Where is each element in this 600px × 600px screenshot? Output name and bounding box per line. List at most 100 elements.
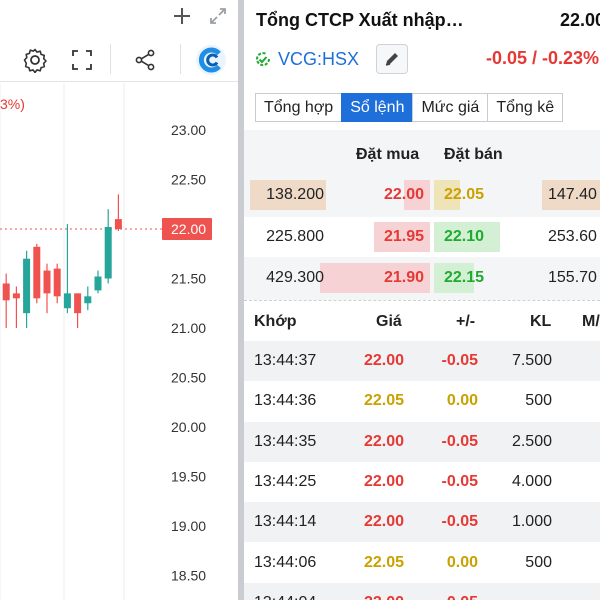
trade-volume: 500 (525, 553, 552, 571)
candle-body (74, 293, 82, 314)
trade-change: -0.05 (441, 513, 478, 531)
candle-body (12, 293, 20, 299)
bid-header: Đặt mua (356, 146, 420, 163)
tab-tong-ke[interactable]: Tổng kê (487, 93, 564, 122)
chart-panel[interactable]: 23.00 22.50 21.50 21.00 20.50 20.00 19.50 19.00… (0, 0, 238, 600)
edit-button[interactable] (376, 44, 408, 74)
trade-change: 0.00 (446, 392, 478, 410)
trade-time: 13:44:04 (254, 594, 316, 600)
tab-bar: Tổng hợp Sổ lệnh Mức giá Tổng kê (255, 93, 564, 122)
ask-price: 22.05 (444, 186, 485, 203)
trade-change: -0.05 (441, 472, 478, 490)
col-header-price: Giá (376, 313, 402, 330)
tab-so-lenh[interactable]: Sổ lệnh (341, 93, 414, 122)
trade-change: 0.00 (446, 553, 478, 571)
stock-detail-panel: Tổng CTCP Xuất nhập… 22.00 VCG:HSX -0.05… (244, 0, 600, 600)
tab-tong-hop[interactable]: Tổng hợp (255, 93, 343, 122)
order-book-row[interactable]: 225.800 21.95 22.10 253.60 (244, 217, 600, 257)
y-axis-tick-label: 18.50 (171, 568, 206, 584)
matched-trades-table: Khớp Giá +/- KL M/ 13:44:37 22.00 -0.05 7.5… (244, 300, 600, 600)
price-tag-box (162, 218, 212, 240)
trade-price: 22.00 (364, 594, 404, 600)
trade-row[interactable]: 13:44:04 22.00 -0.05 (244, 582, 600, 600)
panel-divider[interactable] (238, 0, 244, 600)
trade-row[interactable]: 13:44:25 22.00 -0.05 4.000 (244, 462, 600, 502)
y-axis-tick-label: 22.50 (171, 172, 206, 188)
ask-volume: 155.70 (548, 269, 597, 286)
col-header-side: M/ (582, 313, 600, 330)
trade-price: 22.00 (363, 352, 404, 369)
trade-change: -0.05 (441, 352, 478, 369)
candle-body (114, 219, 122, 229)
bid-price: 21.90 (383, 269, 424, 286)
trade-change: -0.05 (442, 594, 478, 600)
y-axis-tick-label: 21.50 (171, 271, 206, 287)
chart-topbar (0, 0, 238, 32)
trade-time: 13:44:25 (254, 472, 317, 490)
change-percent-label: 3%) (0, 96, 25, 112)
candle-body (33, 246, 41, 299)
candle-body (2, 283, 10, 301)
toolbar-divider (110, 44, 111, 74)
trade-time: 13:44:14 (254, 513, 317, 531)
trade-row[interactable]: 13:44:36 22.05 0.00 500 (244, 381, 600, 421)
trade-row[interactable]: 13:44:37 22.00 -0.05 7.500 (244, 341, 600, 381)
y-axis-tick-label: 20.50 (171, 370, 206, 386)
ask-price-bar (434, 263, 474, 293)
stock-name: Tổng CTCP Xuất nhập… (256, 10, 464, 30)
ask-price: 22.10 (444, 228, 485, 245)
trade-price: 22.05 (363, 553, 404, 571)
ask-header: Đặt bán (444, 146, 503, 163)
expand-icon[interactable] (206, 4, 230, 28)
tab-muc-gia[interactable]: Mức giá (412, 93, 489, 122)
trade-volume: 7.500 (511, 352, 552, 369)
trade-change: -0.05 (441, 432, 478, 450)
trade-volume: 4.000 (511, 472, 552, 490)
settings-gear-icon[interactable] (20, 45, 50, 75)
ask-price-bar (434, 180, 460, 210)
ask-price-bar (434, 222, 500, 252)
y-axis-tick-label: 23.00 (171, 122, 206, 138)
candle-body (43, 270, 51, 294)
candle-body (23, 258, 31, 314)
col-header-volume: KL (530, 313, 552, 330)
trade-volume: 500 (525, 392, 552, 410)
brand-logo-icon[interactable] (194, 43, 228, 77)
trade-row[interactable]: 13:44:35 22.00 -0.05 2.500 (244, 421, 600, 462)
y-axis-tick-label: 19.00 (171, 518, 206, 534)
y-axis-tick-label: 21.00 (171, 320, 206, 336)
order-book-row[interactable]: 138.200 22.00 22.05 147.40 (244, 175, 600, 215)
bid-price: 21.95 (383, 228, 424, 245)
bid-price: 22.00 (383, 186, 424, 203)
trade-time: 13:44:35 (254, 432, 317, 450)
order-book: Đặt mua Đặt bán 138.200 22.00 22.05 147.… (244, 130, 600, 300)
order-book-row[interactable]: 429.300 21.90 22.15 155.70 (244, 258, 600, 298)
stock-change: -0.05 / -0.23% (486, 48, 600, 68)
ticker-symbol[interactable]: VCG:HSX (278, 48, 360, 69)
trade-time: 13:44:36 (254, 392, 317, 410)
bid-volume: 225.800 (266, 228, 324, 245)
bid-price-bar (404, 180, 430, 210)
y-axis-tick-label: 19.50 (171, 469, 206, 485)
trade-row[interactable]: 13:44:14 22.00 -0.05 1.000 (244, 502, 600, 543)
add-icon[interactable] (170, 4, 194, 28)
ask-volume: 253.60 (548, 228, 597, 245)
bid-volume: 429.300 (266, 269, 324, 286)
bid-volume-bar (250, 180, 326, 210)
bid-volume: 138.200 (266, 186, 324, 203)
col-header-change: +/- (456, 313, 476, 330)
bid-price-bar (320, 263, 430, 293)
y-axis-tick-label: 20.00 (171, 419, 206, 435)
share-icon[interactable] (130, 45, 160, 75)
candle-body (53, 268, 61, 297)
chart-toolbar (0, 36, 238, 82)
trade-row[interactable]: 13:44:06 22.05 0.00 500 (244, 543, 600, 583)
fullscreen-icon[interactable] (67, 45, 97, 75)
trade-time: 13:44:37 (254, 352, 317, 369)
trade-price: 22.00 (363, 472, 404, 490)
ticker-row[interactable]: VCG:HSX (254, 44, 359, 74)
ask-volume: 147.40 (548, 186, 597, 203)
refresh-icon (254, 50, 272, 68)
trade-price: 22.00 (363, 513, 404, 531)
candlestick-chart[interactable]: 23.00 22.50 21.50 21.00 20.50 20.00 19.50 19.00… (0, 83, 238, 600)
